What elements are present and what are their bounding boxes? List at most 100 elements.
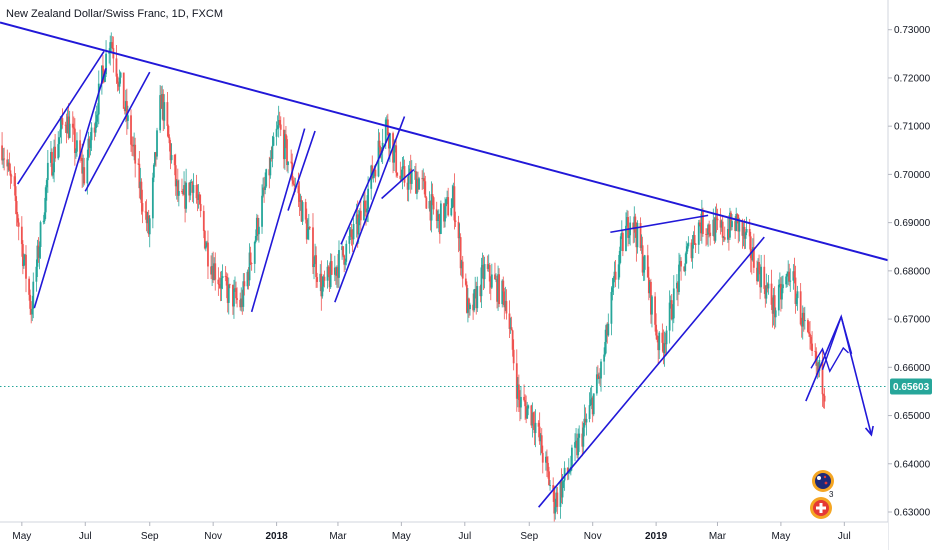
candle-body <box>424 181 427 198</box>
candle-body <box>39 222 42 247</box>
candle-body <box>707 224 710 235</box>
candle-body <box>712 219 715 236</box>
price-tick-label: 0.72000 <box>894 73 931 84</box>
candle-body <box>147 215 150 235</box>
candle-body <box>610 291 613 324</box>
candle-body <box>402 166 405 167</box>
candle-body <box>436 219 439 222</box>
candle-body <box>581 433 584 447</box>
main-downtrend-line[interactable] <box>0 21 889 262</box>
candle-body <box>620 232 623 237</box>
candle-body <box>146 215 149 224</box>
time-tick-label: 2019 <box>645 531 668 542</box>
candle-body <box>641 245 644 273</box>
chf-flag-icon[interactable] <box>810 497 832 519</box>
candle-body <box>670 300 673 320</box>
wedge-inner-line[interactable] <box>821 316 842 370</box>
candle-body <box>561 481 564 498</box>
candle-body <box>519 400 521 408</box>
candle-body <box>534 422 537 434</box>
candle-body <box>577 437 580 456</box>
candle-body <box>787 271 790 274</box>
candle-body <box>329 261 332 288</box>
candle-body <box>374 169 377 177</box>
candle-body <box>760 266 763 288</box>
candle-body <box>765 285 768 299</box>
candle-body <box>822 394 825 396</box>
channel-2018-c[interactable] <box>381 168 415 200</box>
candle-body <box>716 218 719 221</box>
candle-body <box>139 181 142 189</box>
candle-body <box>700 210 703 234</box>
channel-late-2017-upper[interactable] <box>287 130 316 211</box>
candle-body <box>811 343 813 352</box>
candle-body <box>124 101 127 112</box>
candle-body <box>73 128 76 153</box>
candle-body <box>15 201 18 215</box>
candle-body <box>373 169 376 173</box>
candle-body <box>683 266 686 272</box>
candle-body <box>454 220 457 222</box>
candle-body <box>779 283 782 300</box>
candle-body <box>141 203 144 212</box>
candle-body <box>432 197 435 210</box>
candle-body <box>578 433 581 438</box>
candle-body <box>635 232 638 248</box>
candle-body <box>126 115 129 121</box>
channel-2018-a[interactable] <box>334 116 406 303</box>
candle-body <box>648 281 651 294</box>
candle-body <box>24 254 26 260</box>
candle-body <box>221 276 224 279</box>
flag-zigzag[interactable] <box>810 346 849 373</box>
candle-body <box>144 211 147 213</box>
time-tick-label: Nov <box>204 531 222 542</box>
channel-late-2017-lower[interactable] <box>250 128 306 313</box>
candle-body <box>52 172 54 176</box>
candle-body <box>604 341 607 355</box>
candle-body <box>487 264 490 269</box>
candle-body <box>737 214 740 232</box>
candle-body <box>258 226 260 235</box>
candle-body <box>802 312 805 322</box>
candle-body <box>495 279 497 280</box>
drawings-group[interactable] <box>0 21 889 508</box>
candle-body <box>512 349 515 364</box>
candle-body <box>757 262 759 282</box>
candle-body <box>242 281 245 307</box>
candle-body <box>363 200 365 221</box>
candle-body <box>515 363 518 399</box>
top-line-2018[interactable] <box>610 214 709 234</box>
candle-body <box>68 123 71 138</box>
channel-2017-lower-2[interactable] <box>84 71 151 192</box>
candle-body <box>607 323 610 336</box>
candle-body <box>159 95 162 131</box>
uptrend-2018-2019[interactable] <box>538 236 765 508</box>
candle-body <box>232 284 234 307</box>
candle-body <box>248 252 251 281</box>
candle-body <box>277 119 280 126</box>
candle-body <box>175 180 178 187</box>
time-axis[interactable] <box>0 522 888 550</box>
candle-body <box>256 217 259 235</box>
candle-body <box>736 214 739 215</box>
channel-2017-upper[interactable] <box>17 50 105 185</box>
channel-2018-b[interactable] <box>340 133 391 245</box>
candle-body <box>170 154 173 161</box>
candle-body <box>328 274 331 288</box>
channel-2017-lower[interactable] <box>33 68 107 309</box>
price-tick-label: 0.65000 <box>894 411 931 422</box>
candle-body <box>720 221 723 228</box>
nzd-flag-icon[interactable] <box>812 470 834 492</box>
candle-body <box>721 221 724 238</box>
candle-body <box>450 207 453 216</box>
candle-body <box>284 134 286 160</box>
candle-body <box>87 138 90 158</box>
price-axis[interactable] <box>888 0 932 550</box>
candle-body <box>327 266 330 275</box>
wedge-inner-line-2[interactable] <box>840 316 853 354</box>
candle-body <box>818 360 821 371</box>
candle-body <box>612 278 615 288</box>
candle-body <box>385 119 388 121</box>
candle-body <box>31 308 34 315</box>
